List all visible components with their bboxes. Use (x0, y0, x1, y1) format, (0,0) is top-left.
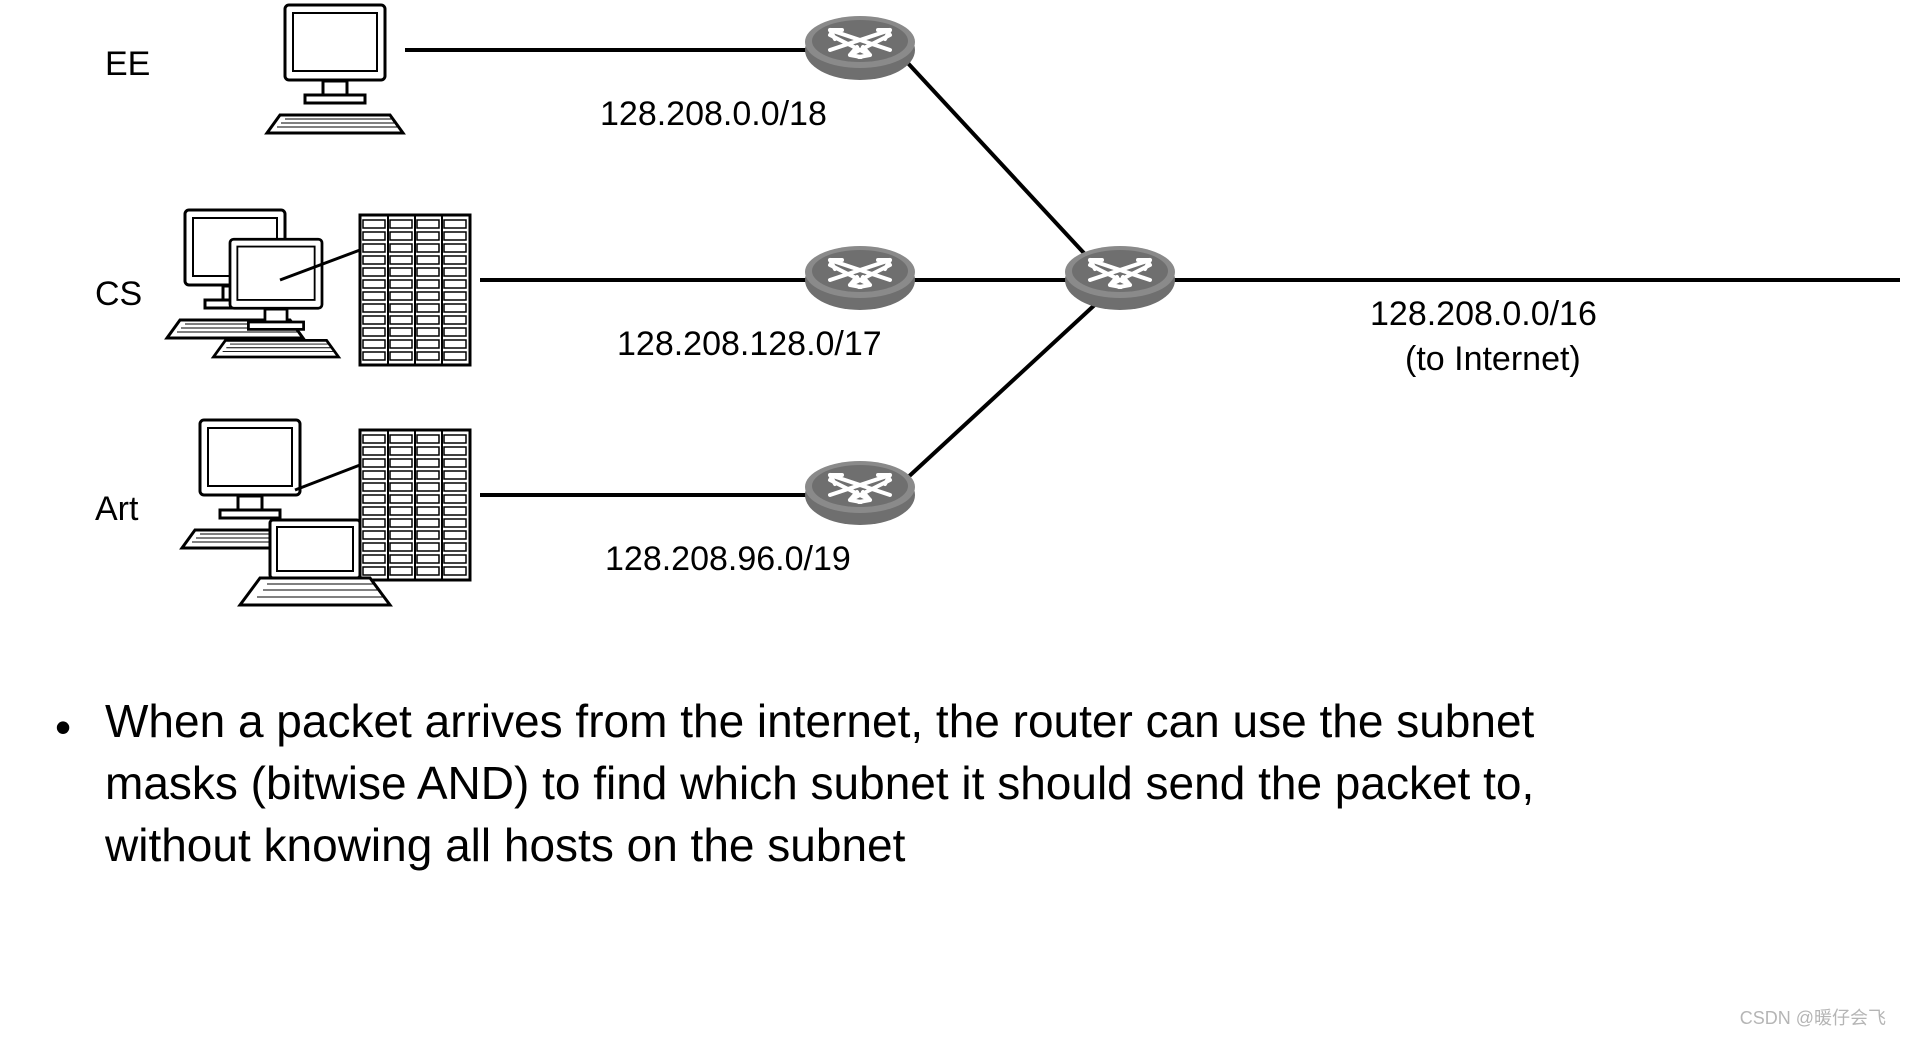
ip-internet: 128.208.0.0/16 (1370, 295, 1597, 334)
bullet-paragraph: • When a packet arrives from the interne… (60, 690, 1540, 876)
watermark: CSDN @暖仔会飞 (1740, 1004, 1886, 1030)
note-internet: (to Internet) (1405, 340, 1581, 379)
router-main (1065, 246, 1175, 310)
label-art: Art (95, 490, 138, 529)
ip-ee: 128.208.0.0/18 (600, 95, 827, 134)
label-ee: EE (105, 45, 150, 84)
ip-art: 128.208.96.0/19 (605, 540, 851, 579)
network-diagram: EE CS Art 128.208.0.0/18 128.208.128.0/1… (0, 0, 1916, 660)
topology-svg (0, 0, 1916, 660)
ee-host (267, 5, 403, 133)
router-art (805, 461, 915, 525)
label-cs: CS (95, 275, 142, 314)
bullet-dot: • (55, 696, 71, 758)
bullet-content: When a packet arrives from the internet,… (60, 690, 1540, 876)
art-hosts (182, 420, 470, 605)
router-cs (805, 246, 915, 310)
ip-cs: 128.208.128.0/17 (617, 325, 882, 364)
router-ee (805, 16, 915, 80)
cs-hosts (167, 210, 470, 365)
